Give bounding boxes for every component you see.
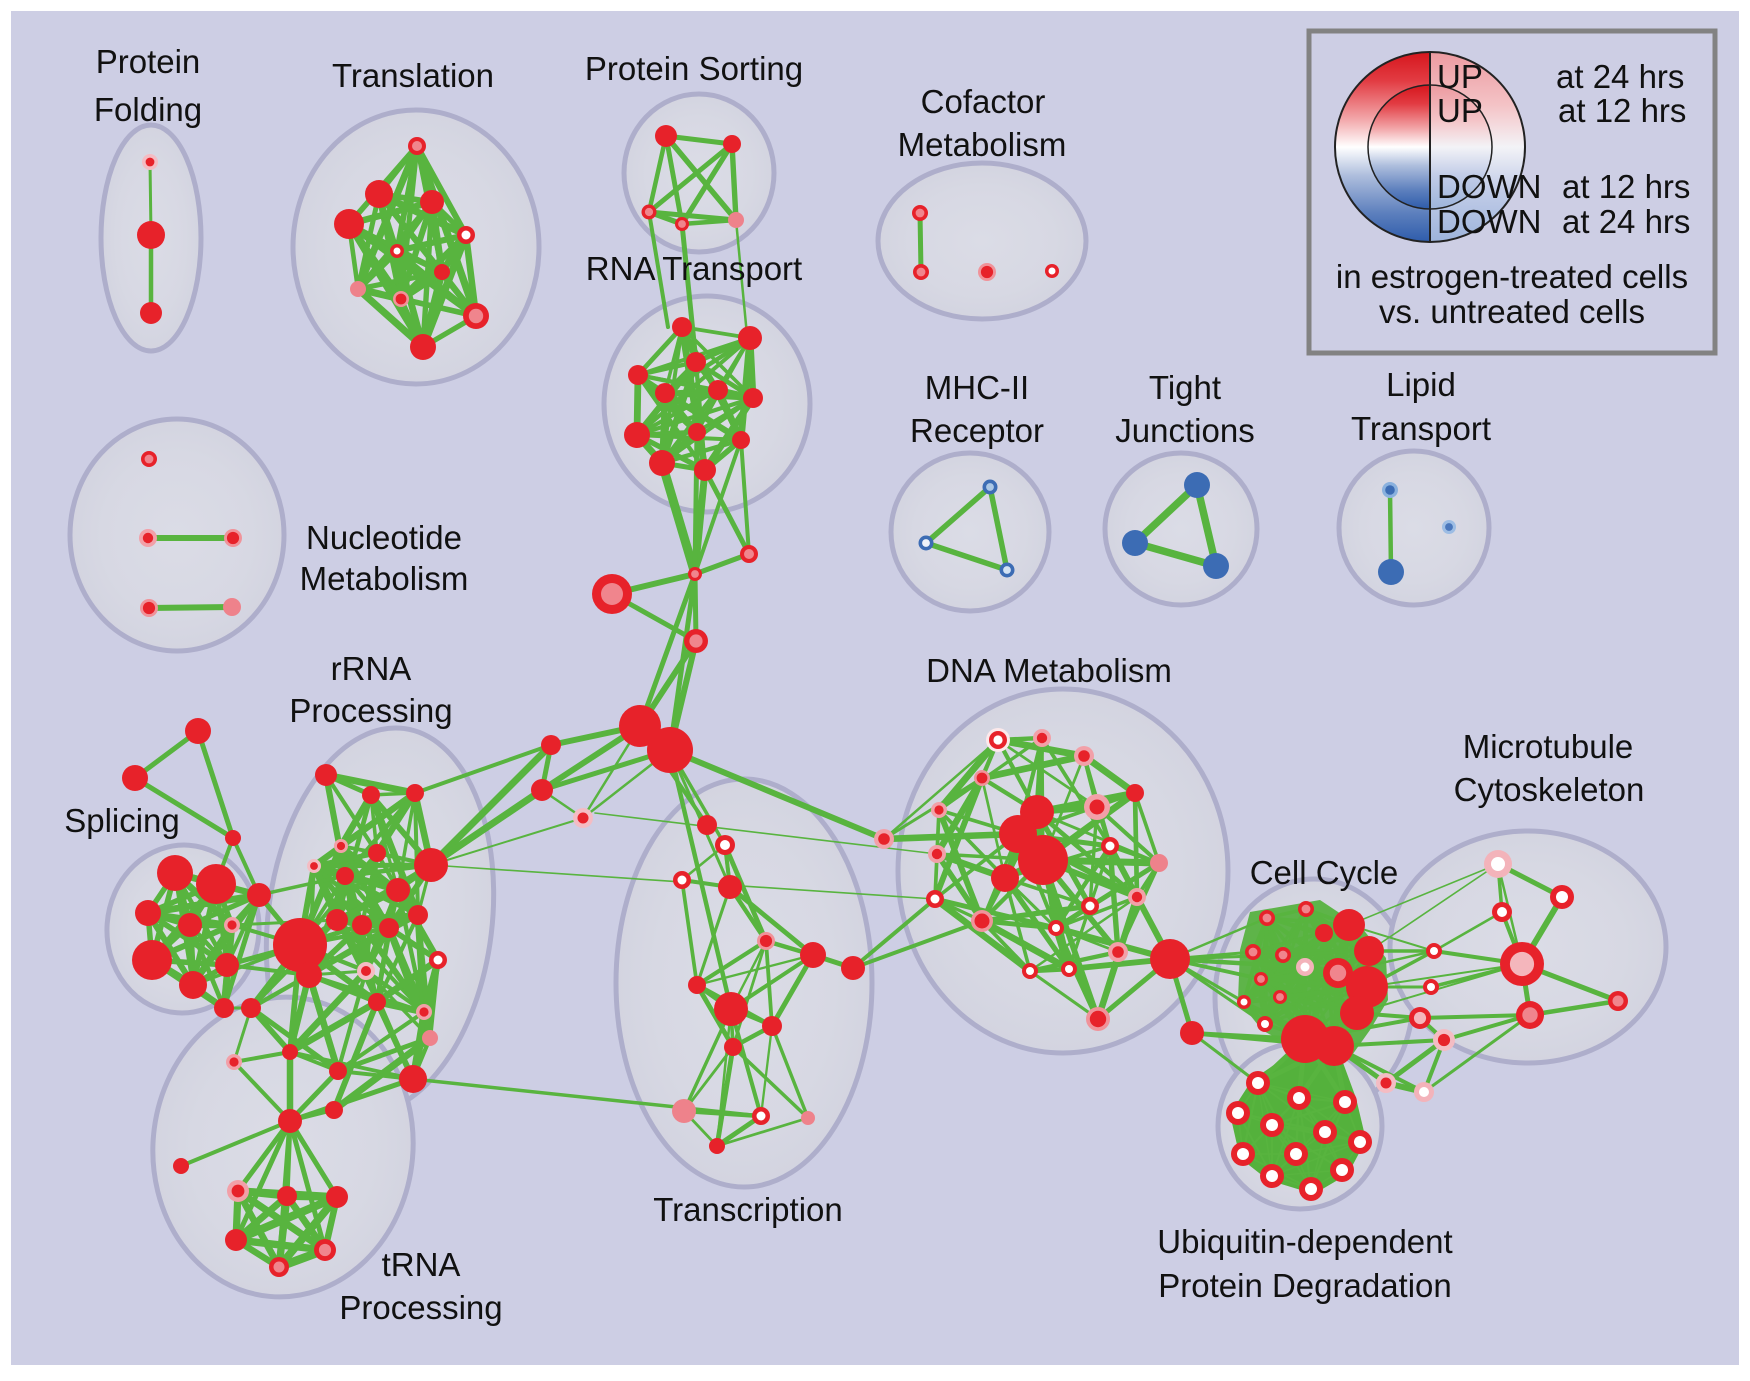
svg-text:rRNA: rRNA: [331, 650, 412, 687]
svg-text:vs. untreated cells: vs. untreated cells: [1379, 293, 1645, 330]
svg-text:Microtubule: Microtubule: [1463, 728, 1634, 765]
svg-text:tRNA: tRNA: [382, 1246, 461, 1283]
svg-text:at 12 hrs: at 12 hrs: [1562, 168, 1690, 205]
svg-text:Translation: Translation: [332, 57, 494, 94]
svg-text:DOWN: DOWN: [1437, 203, 1541, 240]
svg-text:UP: UP: [1437, 92, 1483, 129]
svg-text:Junctions: Junctions: [1115, 412, 1254, 449]
svg-text:Cell Cycle: Cell Cycle: [1250, 854, 1399, 891]
svg-text:Nucleotide: Nucleotide: [306, 519, 462, 556]
svg-text:Transport: Transport: [1351, 410, 1491, 447]
svg-text:MHC-II: MHC-II: [925, 369, 1029, 406]
svg-text:Folding: Folding: [94, 91, 202, 128]
svg-text:Cytoskeleton: Cytoskeleton: [1454, 771, 1645, 808]
svg-text:Protein Sorting: Protein Sorting: [585, 50, 803, 87]
svg-text:in estrogen-treated cells: in estrogen-treated cells: [1336, 258, 1688, 295]
svg-text:Metabolism: Metabolism: [898, 126, 1067, 163]
svg-text:Receptor: Receptor: [910, 412, 1044, 449]
svg-text:Tight: Tight: [1149, 369, 1221, 406]
svg-text:Transcription: Transcription: [653, 1191, 843, 1228]
svg-text:UP: UP: [1437, 58, 1483, 95]
svg-text:Protein Degradation: Protein Degradation: [1158, 1267, 1452, 1304]
svg-text:Splicing: Splicing: [64, 802, 180, 839]
svg-text:Protein: Protein: [96, 43, 201, 80]
svg-text:Processing: Processing: [289, 692, 452, 729]
svg-text:DNA Metabolism: DNA Metabolism: [926, 652, 1172, 689]
svg-text:DOWN: DOWN: [1437, 168, 1541, 205]
svg-text:Lipid: Lipid: [1386, 366, 1456, 403]
svg-text:at 12 hrs: at 12 hrs: [1558, 92, 1686, 129]
svg-text:Ubiquitin-dependent: Ubiquitin-dependent: [1157, 1223, 1452, 1260]
svg-text:Processing: Processing: [339, 1289, 502, 1326]
svg-text:Metabolism: Metabolism: [300, 560, 469, 597]
svg-text:at 24 hrs: at 24 hrs: [1562, 203, 1690, 240]
svg-text:at 24 hrs: at 24 hrs: [1556, 58, 1684, 95]
svg-text:Cofactor: Cofactor: [921, 83, 1046, 120]
svg-text:RNA Transport: RNA Transport: [586, 250, 802, 287]
